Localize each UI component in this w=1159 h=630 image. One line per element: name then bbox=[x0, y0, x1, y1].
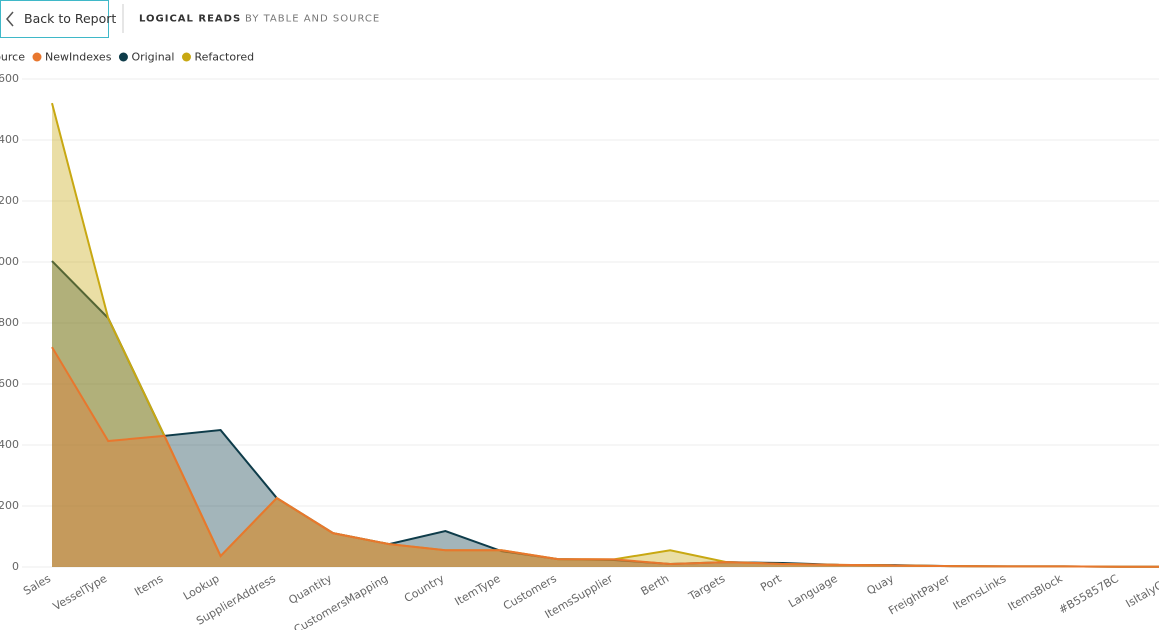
x-tick-label: CustomersMapping bbox=[292, 572, 391, 630]
back-button[interactable] bbox=[0, 0, 109, 38]
x-tick-label: Targets bbox=[686, 572, 728, 604]
x-tick-label: Language bbox=[786, 572, 840, 611]
legend-marker bbox=[118, 52, 128, 62]
area-line bbox=[51, 346, 1159, 568]
y-tick-label: 1000 bbox=[0, 255, 19, 268]
x-tick-label: ItemsBlock bbox=[1006, 572, 1065, 614]
back-icon bbox=[6, 11, 14, 27]
legend-label[interactable]: Original bbox=[131, 51, 174, 64]
area-fill bbox=[52, 103, 1159, 567]
x-tick-label: Quantity bbox=[286, 572, 334, 607]
y-tick-label: 1600 bbox=[0, 72, 19, 85]
y-tick-label: 400 bbox=[0, 438, 19, 451]
legend-marker bbox=[32, 52, 42, 62]
area-fill bbox=[52, 261, 1159, 567]
legend-label[interactable]: NewIndexes bbox=[45, 51, 112, 64]
area-fill bbox=[52, 347, 1159, 567]
y-tick-label: 1200 bbox=[0, 194, 19, 207]
y-tick-label: 1400 bbox=[0, 133, 19, 146]
x-tick-label: Items bbox=[132, 572, 165, 599]
x-tick-label: IsItalyCon bbox=[1124, 572, 1159, 610]
x-tick-label: VesselType bbox=[51, 572, 110, 613]
x-tick-label: Port bbox=[758, 572, 784, 595]
x-tick-label: Lookup bbox=[181, 572, 222, 603]
back-label[interactable]: Back to Report bbox=[24, 11, 116, 26]
x-tick-label: Country bbox=[402, 572, 447, 605]
legend-label[interactable]: Refactored bbox=[194, 51, 254, 64]
x-tick-label: ItemType bbox=[453, 572, 503, 609]
y-tick-label: 600 bbox=[0, 377, 19, 390]
legend-marker bbox=[181, 52, 191, 62]
x-tick-label: FreightPayer bbox=[886, 572, 952, 618]
y-tick-label: 800 bbox=[0, 316, 19, 329]
y-tick-label: 200 bbox=[0, 499, 19, 512]
x-tick-label: ItemsLinks bbox=[951, 572, 1009, 613]
x-tick-label: Berth bbox=[639, 572, 672, 598]
x-tick-label: Quay bbox=[864, 572, 896, 598]
x-tick-label: #B55857BC bbox=[1056, 572, 1121, 617]
x-tick-label: Sales bbox=[21, 572, 53, 598]
legend-title: Source bbox=[0, 51, 25, 64]
y-tick-label: 0 bbox=[12, 560, 19, 573]
tab[interactable]: LOGICAL READS bbox=[139, 14, 241, 25]
tab[interactable]: BY TABLE AND SOURCE bbox=[245, 14, 380, 25]
